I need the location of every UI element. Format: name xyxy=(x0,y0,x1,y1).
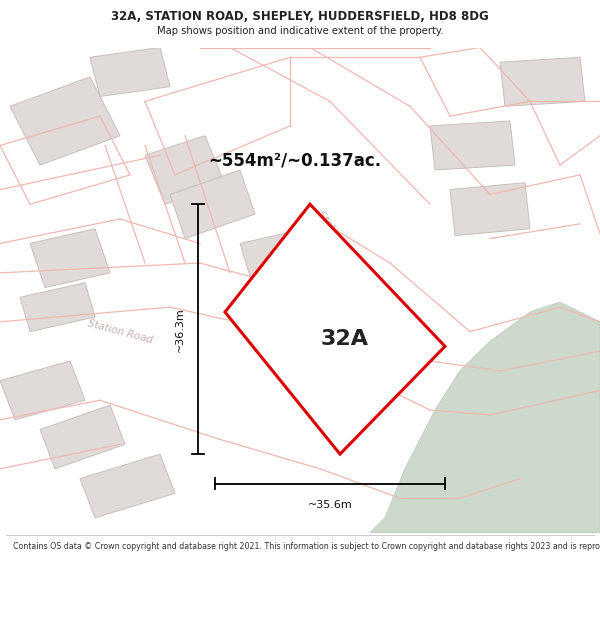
Polygon shape xyxy=(80,454,175,518)
Polygon shape xyxy=(40,405,125,469)
Polygon shape xyxy=(0,273,320,371)
Polygon shape xyxy=(0,361,85,420)
Text: ~554m²/~0.137ac.: ~554m²/~0.137ac. xyxy=(208,151,382,169)
Text: ~36.3m: ~36.3m xyxy=(175,307,185,352)
Polygon shape xyxy=(30,229,110,288)
Polygon shape xyxy=(145,136,225,204)
Text: Station Road: Station Road xyxy=(316,209,364,268)
Polygon shape xyxy=(90,48,170,96)
Polygon shape xyxy=(10,77,120,165)
Polygon shape xyxy=(430,121,515,170)
Polygon shape xyxy=(450,182,530,236)
Polygon shape xyxy=(370,302,600,532)
Text: ~35.6m: ~35.6m xyxy=(308,500,352,510)
Polygon shape xyxy=(500,58,585,106)
Polygon shape xyxy=(245,298,310,351)
Polygon shape xyxy=(225,204,445,454)
Text: Contains OS data © Crown copyright and database right 2021. This information is : Contains OS data © Crown copyright and d… xyxy=(13,542,600,551)
Text: 32A, STATION ROAD, SHEPLEY, HUDDERSFIELD, HD8 8DG: 32A, STATION ROAD, SHEPLEY, HUDDERSFIELD… xyxy=(111,9,489,22)
Polygon shape xyxy=(20,282,95,332)
Polygon shape xyxy=(240,229,320,292)
Text: 32A: 32A xyxy=(321,329,369,349)
Text: Station Road: Station Road xyxy=(86,318,154,345)
Polygon shape xyxy=(190,48,430,263)
Polygon shape xyxy=(170,170,255,239)
Text: Map shows position and indicative extent of the property.: Map shows position and indicative extent… xyxy=(157,26,443,36)
